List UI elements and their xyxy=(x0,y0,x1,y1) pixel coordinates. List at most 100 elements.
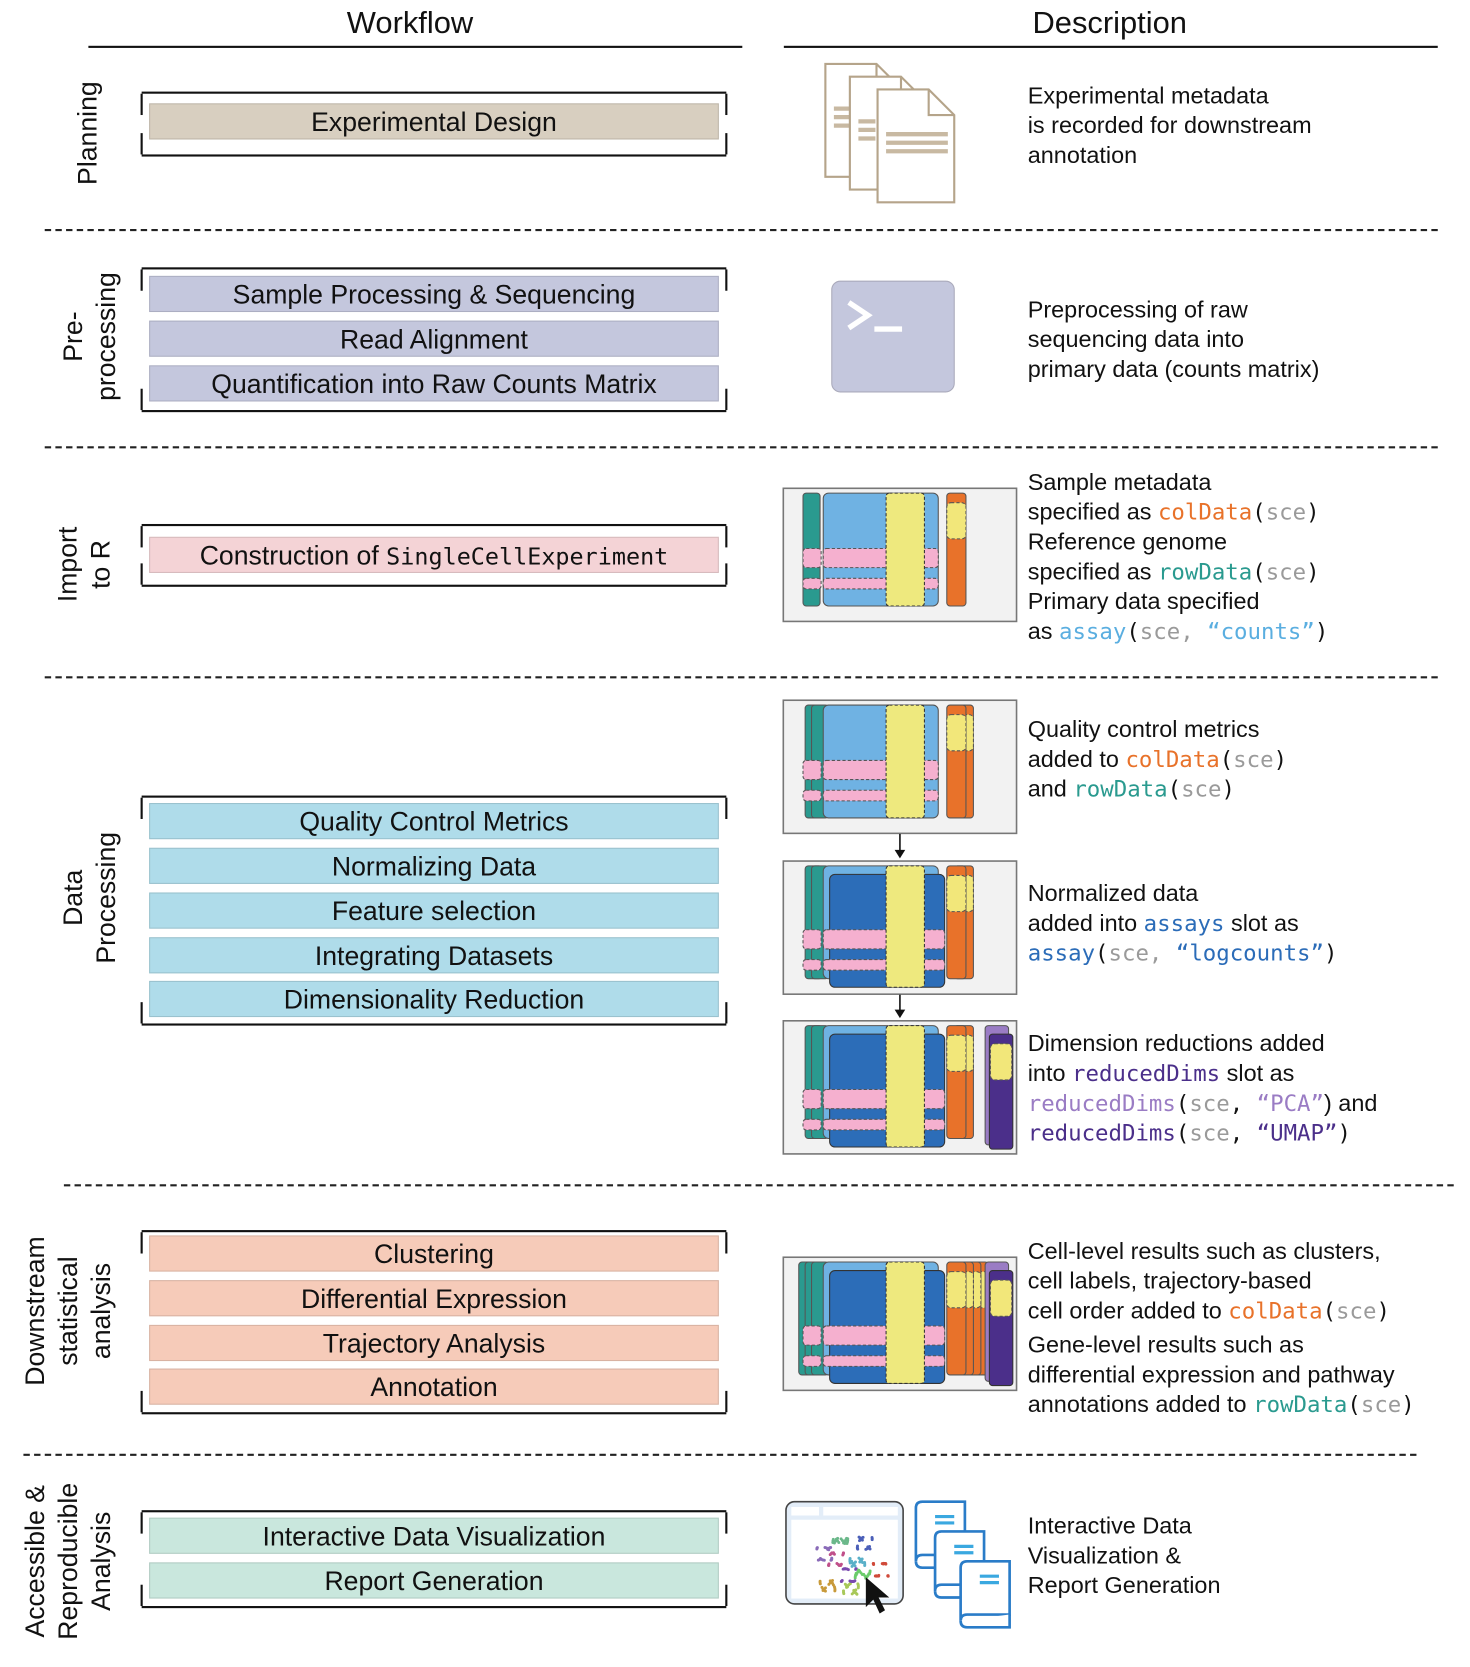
section-label-line: Reproducible xyxy=(53,1482,84,1640)
bracket-tick xyxy=(725,1390,728,1413)
cluster-dot xyxy=(857,1556,861,1560)
description-word: Primary data specified xyxy=(1027,587,1260,615)
description-line: Preprocessing of raw xyxy=(1028,295,1320,325)
description-line: specified as colData(sce) xyxy=(1028,497,1329,527)
step-code: SingleCellExperiment xyxy=(386,544,669,571)
workflow-header-rule xyxy=(88,45,743,48)
description-word: ( xyxy=(1167,776,1182,802)
section-label-line: analysis xyxy=(86,1262,117,1360)
coldata-row xyxy=(822,1118,946,1131)
cluster-dot xyxy=(831,1541,835,1545)
description-text: Preprocessing of raw sequencing data into… xyxy=(1028,295,1320,384)
section-label-line: Accessible & xyxy=(20,1485,51,1638)
description-line: Gene-level results such as xyxy=(1028,1330,1415,1360)
description-line: assay(sce, “logcounts”) xyxy=(1028,938,1338,968)
description-word: ) xyxy=(1376,1298,1390,1324)
cluster-dot xyxy=(820,1585,824,1589)
cluster-dot xyxy=(836,1536,840,1540)
cluster-dot xyxy=(870,1538,874,1542)
cluster-dot xyxy=(860,1573,864,1577)
cluster-dot xyxy=(884,1561,888,1565)
description-word: and xyxy=(1027,775,1074,802)
section-label: Planning xyxy=(72,81,105,185)
description-word: added to xyxy=(1027,745,1126,773)
description-line: Primary data specified xyxy=(1028,587,1329,617)
cluster-dot xyxy=(855,1592,859,1596)
cluster-dot xyxy=(818,1557,822,1561)
description-word: ( xyxy=(1322,1298,1337,1324)
cluster-dot xyxy=(827,1582,831,1586)
section-label-line: Import xyxy=(53,526,84,603)
description-line: cell order added to colData(sce) xyxy=(1028,1296,1415,1326)
bracket-tick xyxy=(725,388,728,411)
workflow-step: Differential Expression xyxy=(149,1280,719,1317)
description-text: Dimension reductions added into reducedDi… xyxy=(1028,1029,1378,1148)
description-word: as xyxy=(1027,617,1059,645)
terminal-icon xyxy=(831,280,955,393)
description-word: Dimension reductions added xyxy=(1027,1029,1325,1057)
description-word: ( xyxy=(1252,499,1266,526)
code-token: colData xyxy=(1228,1298,1323,1324)
bracket-tick xyxy=(140,269,143,291)
description-line: Visualization & xyxy=(1028,1541,1221,1571)
description-header: Description xyxy=(1032,6,1187,41)
description-word: ) xyxy=(1314,618,1329,645)
section-divider xyxy=(23,1453,1417,1456)
feature-column xyxy=(885,865,925,988)
description-line: annotation xyxy=(1028,141,1312,171)
description-line: added to colData(sce) xyxy=(1028,744,1287,774)
cluster-dot xyxy=(868,1544,872,1548)
description-word: ) xyxy=(1401,1391,1415,1418)
section-divider xyxy=(63,1184,1454,1187)
bracket-tick xyxy=(725,1512,728,1534)
code-token: sce xyxy=(1233,746,1274,773)
description-word: ) xyxy=(1221,776,1235,802)
description-text: Experimental metadata is recorded for dow… xyxy=(1028,81,1312,170)
cluster-dot xyxy=(815,1547,819,1551)
document-page xyxy=(876,88,956,204)
code-token: sce xyxy=(1189,1090,1230,1117)
cluster-dot xyxy=(860,1538,864,1542)
description-line: is recorded for downstream xyxy=(1028,111,1312,141)
bracket-tick xyxy=(725,93,728,116)
bracket-tick xyxy=(140,1512,143,1534)
documents-icon xyxy=(824,62,956,204)
section-label-line: to R xyxy=(86,540,117,589)
description-word: specified as xyxy=(1027,558,1158,585)
description-text: Normalized data added into assays slot as… xyxy=(1028,879,1338,968)
description-line: differential expression and pathway xyxy=(1028,1360,1415,1390)
workflow-step: Read Alignment xyxy=(149,320,719,357)
coldata-row xyxy=(822,959,946,971)
sce-container-icon xyxy=(782,860,1018,995)
cluster-dot xyxy=(880,1562,884,1566)
description-line: into reducedDims slot as xyxy=(1028,1059,1378,1089)
description-word: Normalized data xyxy=(1027,879,1199,907)
section-label: Data Processing xyxy=(58,832,124,964)
report-books-icon xyxy=(914,1500,1011,1629)
code-token: assays xyxy=(1143,910,1225,937)
description-word: annotation xyxy=(1027,141,1138,169)
bracket-tick xyxy=(725,526,728,548)
cluster-dot xyxy=(848,1579,852,1583)
description-line: annotations added to rowData(sce) xyxy=(1028,1390,1415,1420)
section-label: Downstream statistical analysis xyxy=(20,1236,119,1385)
cluster-dot xyxy=(872,1562,876,1566)
description-line: cell labels, trajectory-based xyxy=(1028,1266,1415,1296)
description-word: ( xyxy=(1126,618,1140,645)
down-arrow-icon xyxy=(894,833,906,859)
cluster-dot xyxy=(867,1572,871,1576)
description-line: primary data (counts matrix) xyxy=(1028,355,1320,385)
section-label-line: Planning xyxy=(72,81,103,185)
description-line: Interactive Data xyxy=(1028,1511,1221,1541)
coldata-row xyxy=(822,1088,946,1110)
description-line: Normalized data xyxy=(1028,879,1338,909)
code-token: “counts” xyxy=(1207,618,1315,645)
cluster-dot xyxy=(818,1582,822,1586)
workflow-step: Clustering xyxy=(149,1235,719,1272)
feature-column xyxy=(885,1261,925,1384)
workflow-step: Annotation xyxy=(149,1368,719,1405)
description-word: ( xyxy=(1347,1391,1361,1418)
description-word: ( xyxy=(1095,940,1109,966)
workflow-step: Sample Processing & Sequencing xyxy=(149,275,719,313)
description-word: ) xyxy=(1337,1120,1351,1146)
